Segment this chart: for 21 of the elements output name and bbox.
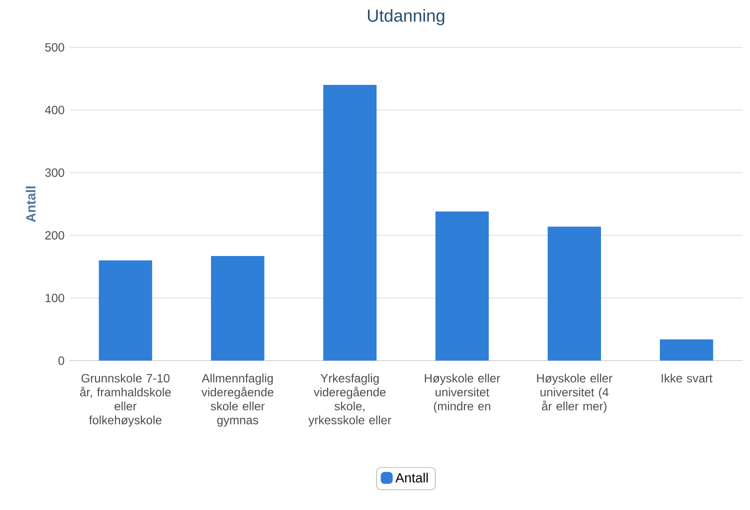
bar xyxy=(660,339,714,361)
bar xyxy=(98,260,152,361)
bar xyxy=(211,256,264,361)
x-tick-label: Ikke svart xyxy=(662,374,712,382)
y-tick-label: 100 xyxy=(46,294,64,302)
legend-label: Antall xyxy=(395,472,428,483)
y-axis-title: Antall xyxy=(26,186,36,222)
y-tick-label: 400 xyxy=(44,106,64,114)
y-tick-label: 300 xyxy=(45,168,64,177)
x-tick-label: Allmennfaglig videregående skole eller gymnas xyxy=(201,374,274,427)
bar xyxy=(435,212,489,361)
y-tick-label: 0 xyxy=(58,356,64,365)
x-tick-label: Yrkesfaglig videregående skole, yrkesskole eller xyxy=(308,374,392,427)
chart-title: Utdanning xyxy=(368,9,444,26)
y-tick-label: 500 xyxy=(45,43,64,52)
x-tick-label: Høyskole eller universitet (mindre en xyxy=(424,374,500,413)
y-tick-label: 200 xyxy=(45,231,64,240)
x-tick-label: Grunnskole 7-10 år, framhaldskole eller folkehøyskole xyxy=(80,374,171,427)
x-tick-label: Høyskole eller universitet (4 år eller mer) xyxy=(537,374,612,413)
bar xyxy=(323,84,377,361)
bar xyxy=(548,226,602,361)
